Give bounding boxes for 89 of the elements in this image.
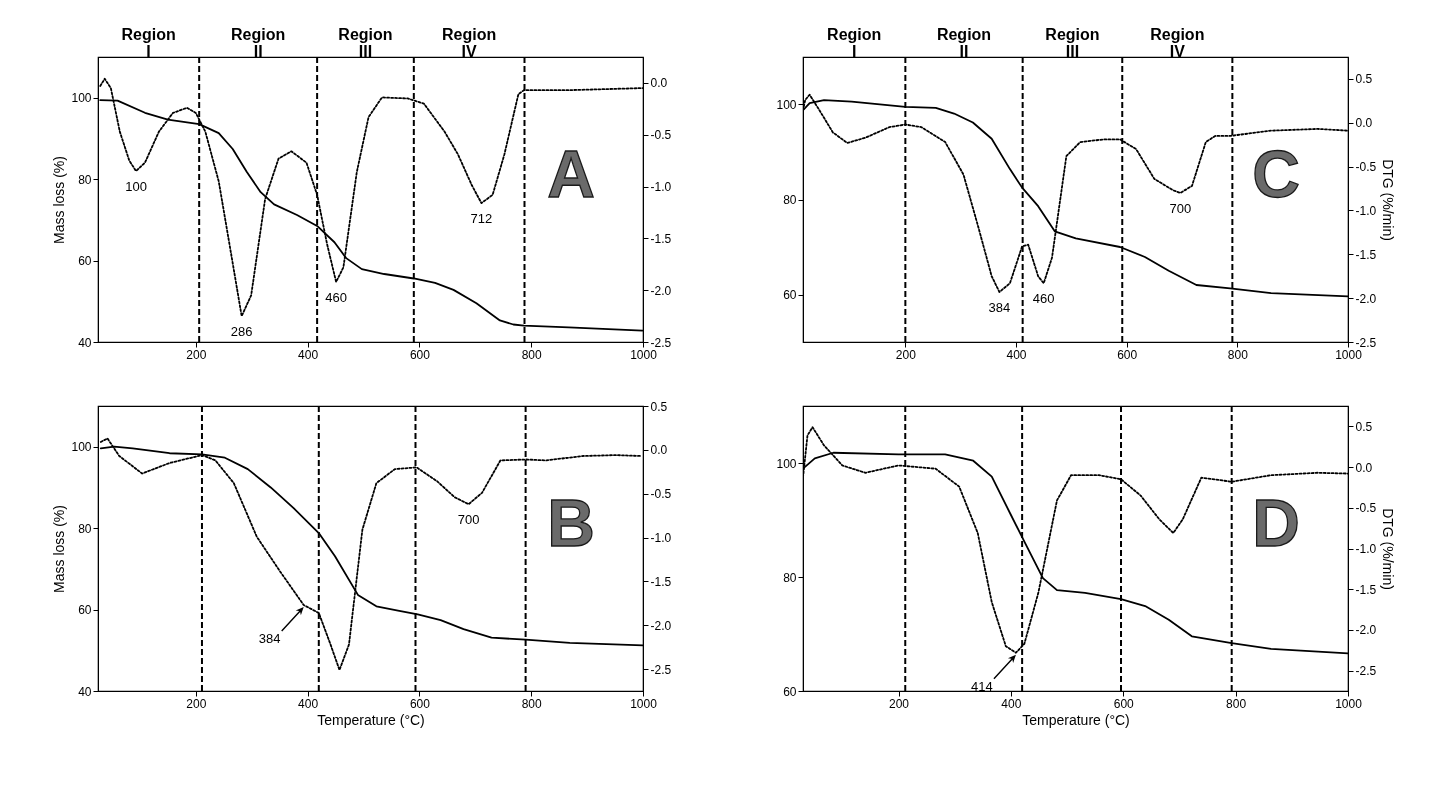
annotation: 414 (971, 678, 993, 694)
x-tick-label: 1000 (1335, 347, 1363, 362)
x-tick-label: 400 (1006, 347, 1027, 362)
x-tick-label: 200 (895, 347, 917, 362)
annotation: A (547, 136, 595, 211)
y-tick-label: 80 (783, 193, 797, 207)
annotation: B (547, 485, 595, 560)
y-tick-label: 60 (783, 684, 797, 699)
annotation: Region IV (1150, 26, 1205, 60)
y-tick-label: 100 (71, 440, 92, 455)
annotation: 460 (1032, 291, 1055, 307)
annotation: Region I (827, 26, 882, 60)
y2-tick-label: -0.5 (1355, 501, 1377, 516)
x-tick-label: 600 (1113, 696, 1135, 711)
y2-tick-label: -2.5 (650, 335, 672, 350)
annotation: 700 (1169, 200, 1192, 216)
annotation: 700 (457, 512, 480, 528)
y-axis-title: Mass loss (%) (51, 505, 68, 593)
x-tick-label: 200 (186, 696, 207, 711)
y2-tick-label: -0.5 (650, 128, 672, 143)
y2-tick-label: 0.5 (650, 399, 668, 414)
annotation: Region II (936, 26, 992, 60)
y2-axis-title: DTG (%/min) (1380, 159, 1397, 241)
x-tick-label: 200 (889, 696, 910, 711)
y-tick-label: 80 (783, 570, 797, 585)
annotation: Region III (338, 26, 393, 60)
x-tick-label: 400 (298, 696, 319, 711)
annotation: Region II (231, 26, 286, 60)
x-tick-label: 600 (1117, 347, 1138, 362)
y-tick-label: 40 (78, 684, 92, 699)
y2-tick-label: 0.5 (1355, 419, 1373, 434)
y2-tick-label: 0.0 (650, 76, 668, 91)
x-tick-label: 600 (409, 696, 431, 711)
y2-tick-label: -1.0 (650, 531, 672, 546)
y2-tick-label: -1.0 (1355, 542, 1377, 556)
y2-tick-label: -1.5 (1355, 247, 1377, 262)
x-tick-label: 1000 (630, 347, 658, 362)
x-tick-label: 1000 (1335, 696, 1363, 711)
x-tick-label: 400 (1001, 696, 1022, 711)
annotation: 384 (258, 631, 281, 647)
x-tick-label: 400 (298, 347, 319, 362)
annotation: 384 (988, 300, 1011, 316)
annotation: Region I (121, 26, 176, 60)
y-tick-label: 100 (776, 98, 797, 112)
y2-tick-label: 0.0 (1355, 116, 1373, 131)
annotation: D (1252, 485, 1300, 560)
y2-tick-label: -2.5 (650, 662, 672, 677)
y-tick-label: 40 (78, 335, 92, 350)
y-tick-label: 100 (776, 456, 797, 471)
y2-axis-title: DTG (%/min) (1380, 508, 1397, 590)
y-tick-label: 60 (783, 288, 797, 302)
y-tick-label: 60 (78, 603, 92, 618)
annotation: C (1252, 136, 1300, 211)
annotation: Region III (1045, 26, 1100, 60)
y2-tick-label: -0.5 (1355, 160, 1377, 175)
annotation: 460 (325, 289, 347, 305)
y2-tick-label: -1.5 (650, 231, 672, 246)
y2-tick-label: 0.5 (1355, 72, 1373, 87)
x-tick-label: 800 (1226, 696, 1247, 711)
y2-tick-label: -1.5 (650, 574, 672, 589)
x-tick-label: 800 (521, 696, 543, 711)
y2-tick-label: 0.0 (1355, 460, 1373, 475)
y2-tick-label: 0.0 (650, 443, 668, 458)
y2-tick-label: -2.5 (1355, 664, 1377, 679)
x-tick-label: 800 (521, 347, 543, 362)
y2-tick-label: -2.5 (1355, 335, 1377, 350)
y-tick-label: 100 (71, 91, 92, 106)
annotation: 286 (230, 323, 253, 339)
y2-tick-label: -2.0 (1355, 291, 1377, 306)
annotation: 712 (470, 211, 493, 227)
y2-tick-label: -1.0 (1355, 203, 1377, 218)
y2-tick-label: -2.0 (650, 283, 672, 298)
annotation: 100 (125, 179, 147, 194)
x-axis-title: Temperature (°C) (1022, 711, 1130, 728)
y2-tick-label: -2.0 (1355, 623, 1377, 638)
x-tick-label: 200 (186, 347, 207, 362)
x-tick-label: 800 (1227, 347, 1249, 362)
annotation: Region IV (442, 26, 497, 60)
y2-tick-label: -1.0 (650, 180, 672, 195)
y2-tick-label: -2.0 (650, 618, 672, 633)
x-tick-label: 1000 (630, 696, 658, 711)
y-tick-label: 60 (78, 254, 92, 269)
y2-tick-label: -0.5 (650, 487, 672, 502)
y2-tick-label: -1.5 (1355, 582, 1377, 597)
y-tick-label: 80 (78, 521, 92, 536)
x-axis-title: Temperature (°C) (317, 711, 425, 728)
x-tick-label: 600 (409, 347, 431, 362)
y-axis-title: Mass loss (%) (51, 156, 68, 244)
y-tick-label: 80 (78, 172, 92, 187)
